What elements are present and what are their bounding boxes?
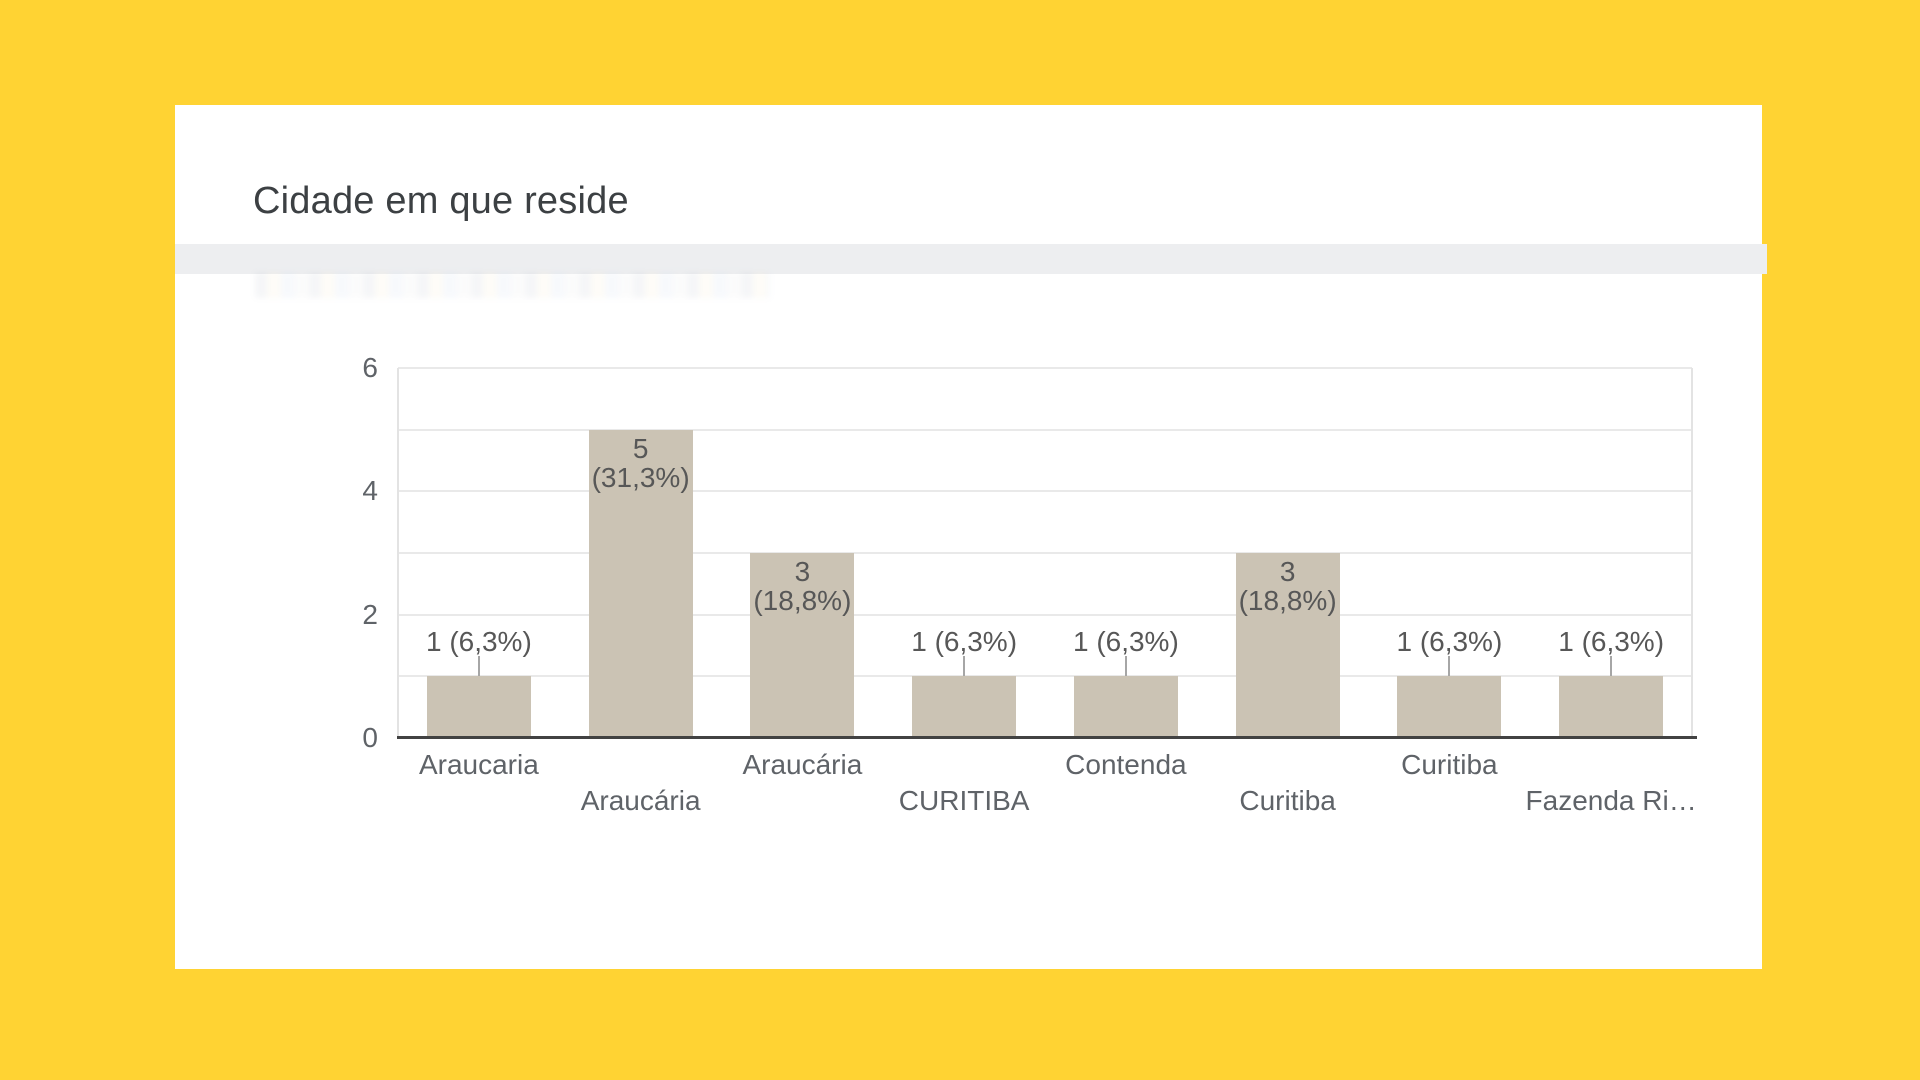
gridline (398, 490, 1692, 493)
x-axis-line (397, 736, 1697, 739)
y-tick-label: 0 (362, 722, 378, 753)
divider-stripe (175, 244, 1767, 274)
label-connector-line (477, 656, 480, 677)
gridline (398, 675, 1692, 678)
gridline (398, 613, 1692, 616)
bar (750, 553, 855, 738)
gridline (398, 552, 1692, 554)
bar (1397, 676, 1502, 738)
label-connector-line (1448, 656, 1451, 677)
gridline (398, 428, 1692, 431)
category-label: Curitiba (1239, 785, 1336, 816)
value-label: 1 (6,3%) (425, 626, 532, 658)
y-tick-label: 6 (362, 352, 378, 383)
category-label: Fazenda Ri… (1525, 785, 1697, 816)
bar (588, 429, 693, 738)
value-label: 1 (6,3%) (1558, 626, 1665, 658)
category-label: Araucaria (418, 749, 539, 780)
label-connector-line (1610, 656, 1613, 677)
bar (426, 676, 531, 738)
value-label: 3 (18,8%) (753, 556, 852, 616)
value-label: 5 (31,3%) (591, 432, 690, 493)
category-label: CURITIBA (898, 785, 1030, 816)
value-label: 3 (18,8%) (1238, 556, 1337, 616)
label-connector-line (1124, 656, 1127, 677)
category-label: Contenda (1065, 749, 1187, 780)
value-label: 1 (6,3%) (1396, 626, 1503, 658)
bar (1073, 676, 1178, 738)
bar (1559, 676, 1664, 738)
gridline (398, 367, 1692, 369)
category-label: Araucária (580, 785, 701, 816)
plot-border-right (1691, 368, 1693, 738)
category-label: Curitiba (1401, 749, 1498, 780)
redacted-response-count (255, 272, 770, 298)
category-label: Araucária (742, 749, 863, 780)
bar (912, 676, 1017, 738)
value-label: 1 (6,3%) (911, 626, 1018, 658)
plot-border-left (397, 368, 399, 738)
label-connector-line (963, 656, 966, 677)
value-label: 1 (6,3%) (1072, 626, 1179, 658)
y-tick-label: 2 (362, 598, 378, 630)
y-tick-label: 4 (362, 475, 378, 507)
bar (1235, 553, 1340, 738)
question-title: Cidade em que reside (253, 180, 629, 222)
